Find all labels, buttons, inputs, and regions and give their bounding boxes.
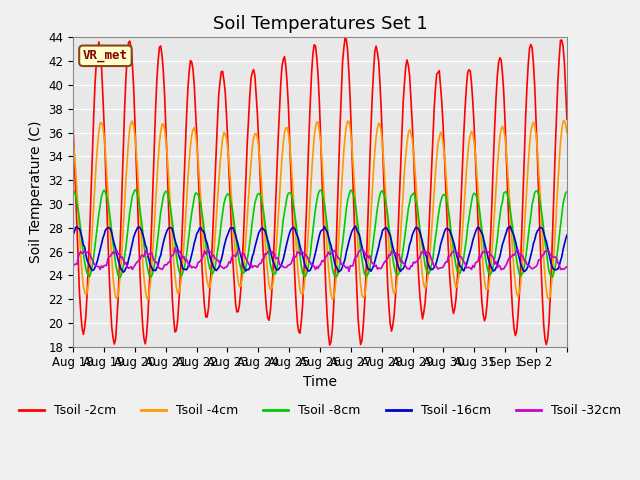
Tsoil -2cm — [341, 35, 349, 41]
Line: Tsoil -8cm: Tsoil -8cm — [73, 190, 567, 277]
Tsoil -8cm — [563, 189, 571, 194]
Tsoil -4cm — [422, 283, 430, 288]
Tsoil -32cm — [86, 251, 93, 257]
Tsoil -4cm — [102, 148, 109, 154]
Tsoil -16cm — [102, 228, 109, 233]
Tsoil -8cm — [326, 244, 333, 250]
Tsoil -16cm — [562, 236, 570, 242]
Tsoil -2cm — [497, 57, 505, 63]
Tsoil -8cm — [86, 274, 93, 279]
Line: Tsoil -2cm: Tsoil -2cm — [73, 38, 567, 345]
Tsoil -4cm — [562, 121, 570, 127]
Tsoil -16cm — [86, 263, 93, 269]
Tsoil -16cm — [424, 260, 431, 266]
Tsoil -16cm — [120, 269, 127, 275]
Tsoil -4cm — [324, 264, 332, 270]
Tsoil -4cm — [144, 297, 152, 303]
Legend: Tsoil -2cm, Tsoil -4cm, Tsoil -8cm, Tsoil -16cm, Tsoil -32cm: Tsoil -2cm, Tsoil -4cm, Tsoil -8cm, Tsoi… — [14, 399, 626, 422]
Tsoil -2cm — [86, 225, 93, 231]
Tsoil -16cm — [69, 232, 77, 238]
Tsoil -16cm — [563, 232, 571, 238]
Tsoil -16cm — [351, 223, 359, 229]
Tsoil -8cm — [131, 187, 139, 192]
Line: Tsoil -32cm: Tsoil -32cm — [73, 248, 567, 272]
Tsoil -4cm — [69, 137, 77, 143]
Tsoil -4cm — [496, 134, 504, 140]
Y-axis label: Soil Temperature (C): Soil Temperature (C) — [29, 121, 43, 263]
Tsoil -32cm — [171, 245, 179, 251]
Tsoil -2cm — [102, 156, 109, 161]
Line: Tsoil -4cm: Tsoil -4cm — [73, 120, 567, 300]
Text: VR_met: VR_met — [83, 49, 128, 62]
Tsoil -2cm — [323, 312, 331, 317]
Tsoil -8cm — [116, 275, 124, 280]
Title: Soil Temperatures Set 1: Soil Temperatures Set 1 — [212, 15, 428, 33]
Tsoil -16cm — [497, 248, 505, 253]
Tsoil -2cm — [326, 342, 333, 348]
Tsoil -32cm — [69, 262, 77, 268]
Tsoil -8cm — [497, 204, 505, 209]
Tsoil -32cm — [563, 264, 571, 270]
Tsoil -2cm — [69, 122, 77, 128]
Tsoil -2cm — [424, 256, 431, 262]
Tsoil -2cm — [563, 117, 571, 122]
Tsoil -8cm — [102, 190, 109, 195]
Tsoil -32cm — [497, 267, 505, 273]
Tsoil -8cm — [424, 270, 431, 276]
Tsoil -32cm — [102, 263, 109, 268]
Tsoil -8cm — [562, 190, 570, 196]
Tsoil -32cm — [345, 269, 353, 275]
Tsoil -32cm — [324, 249, 332, 255]
Line: Tsoil -16cm: Tsoil -16cm — [73, 226, 567, 272]
X-axis label: Time: Time — [303, 375, 337, 389]
Tsoil -32cm — [562, 264, 570, 270]
Tsoil -4cm — [561, 118, 568, 123]
Tsoil -16cm — [324, 233, 332, 239]
Tsoil -32cm — [424, 251, 431, 256]
Tsoil -4cm — [86, 264, 93, 270]
Tsoil -2cm — [562, 86, 570, 92]
Tsoil -4cm — [563, 130, 571, 136]
Tsoil -8cm — [69, 190, 77, 195]
